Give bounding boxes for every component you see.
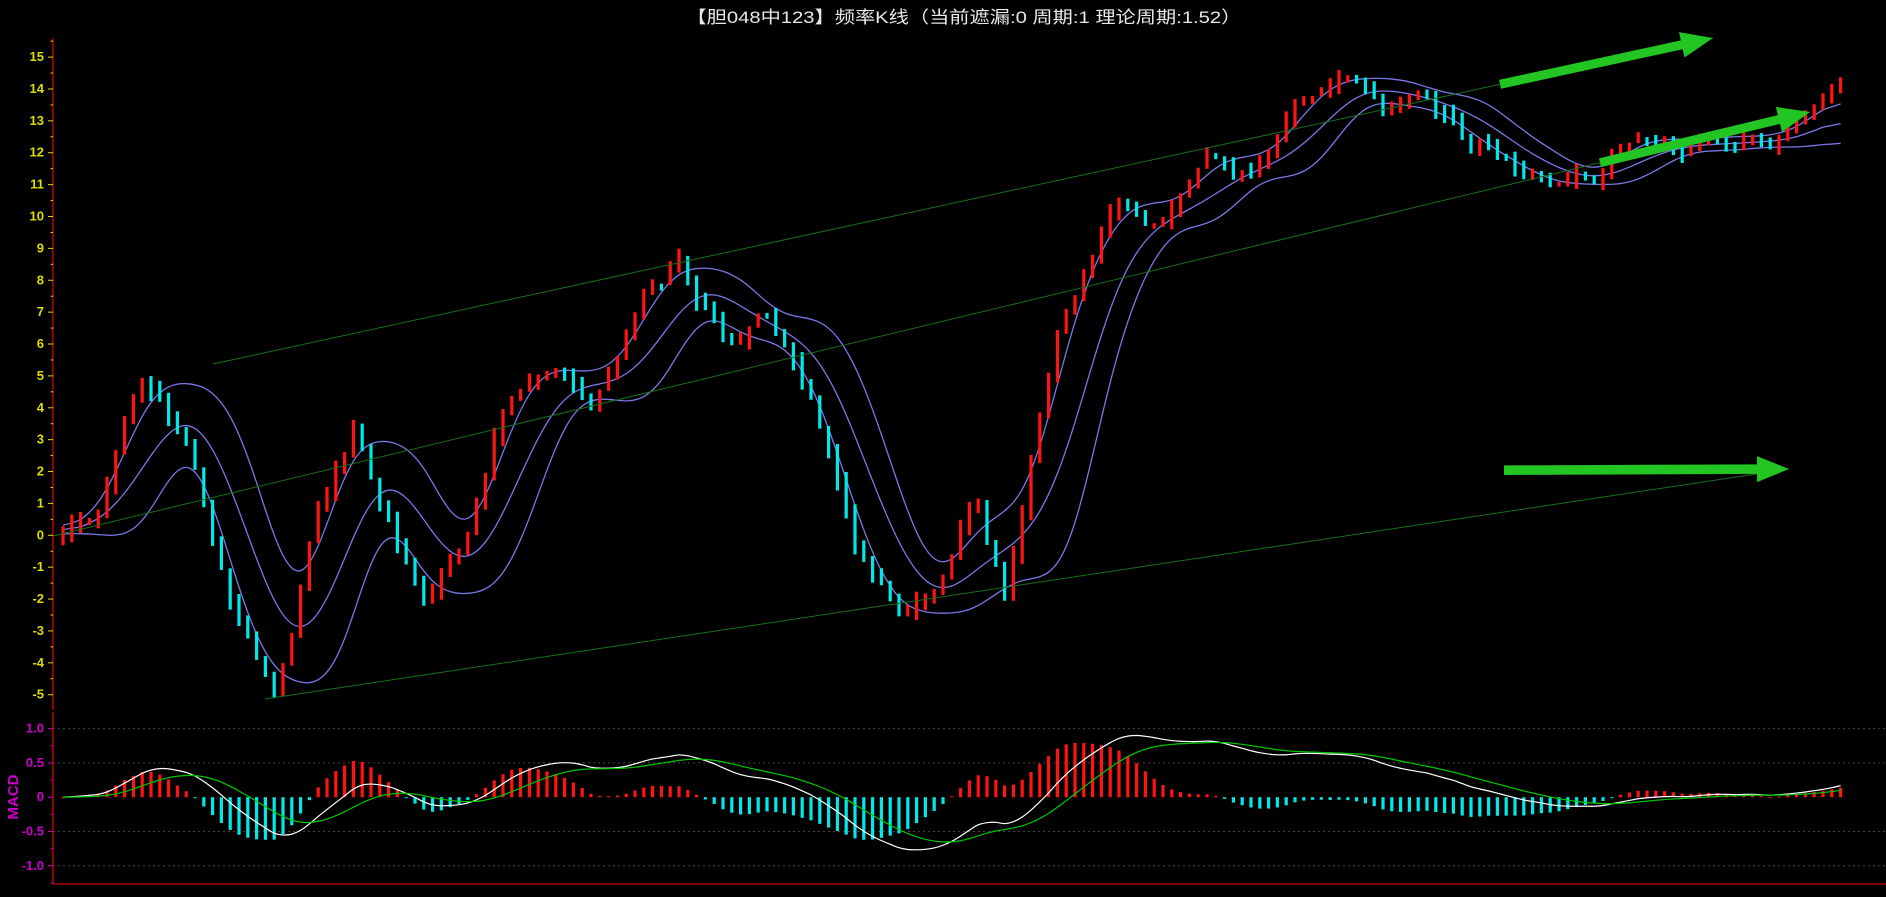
- svg-text:-0.5: -0.5: [22, 823, 44, 838]
- svg-text:1: 1: [37, 495, 44, 510]
- svg-text:1.0: 1.0: [26, 721, 44, 736]
- svg-text:10: 10: [30, 209, 44, 224]
- svg-text:2: 2: [37, 464, 44, 479]
- svg-text:7: 7: [37, 304, 44, 319]
- svg-text:-1.0: -1.0: [22, 858, 44, 873]
- svg-text:14: 14: [30, 81, 45, 96]
- svg-text:0: 0: [37, 527, 44, 542]
- svg-text:6: 6: [37, 336, 44, 351]
- svg-text:MACD: MACD: [5, 774, 22, 819]
- svg-text:5: 5: [37, 368, 44, 383]
- svg-text:0.5: 0.5: [26, 755, 44, 770]
- svg-text:11: 11: [30, 177, 44, 192]
- svg-text:-5: -5: [32, 687, 44, 702]
- svg-text:12: 12: [30, 145, 44, 160]
- svg-text:8: 8: [37, 272, 44, 287]
- svg-text:-2: -2: [32, 591, 44, 606]
- svg-text:-4: -4: [32, 655, 44, 670]
- svg-text:13: 13: [30, 113, 44, 128]
- svg-text:0: 0: [37, 789, 44, 804]
- svg-text:9: 9: [37, 240, 44, 255]
- svg-text:-3: -3: [32, 623, 44, 638]
- svg-text:3: 3: [37, 432, 44, 447]
- svg-text:15: 15: [30, 49, 44, 64]
- svg-text:-1: -1: [32, 559, 44, 574]
- svg-text:4: 4: [37, 400, 45, 415]
